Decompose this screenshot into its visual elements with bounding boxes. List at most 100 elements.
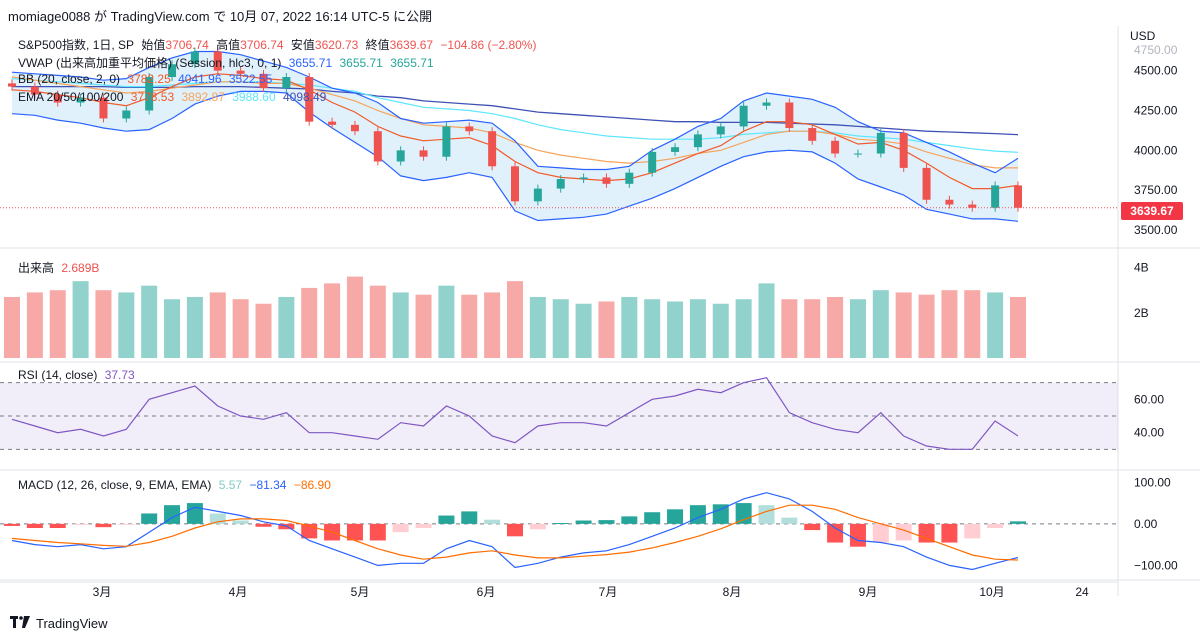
macd-histogram-bar	[529, 523, 546, 530]
candle-body	[922, 167, 931, 200]
macd-signal-value: −86.90	[293, 478, 331, 492]
candle-body	[282, 77, 291, 89]
macd-histogram-bar	[735, 503, 752, 524]
bb-upper-line	[11, 50, 1019, 174]
candle-body	[213, 51, 222, 71]
macd-histogram-bar	[964, 523, 981, 539]
time-tick-label: 3月	[93, 585, 112, 599]
price-tick-label: 4250.00	[1134, 103, 1178, 117]
volume-bar	[552, 299, 569, 358]
volume-bar	[964, 290, 981, 358]
macd-histogram-bar	[186, 503, 203, 524]
candle-body	[76, 97, 85, 103]
bollinger-band-fill	[12, 51, 1018, 222]
time-tick-label: 4月	[229, 585, 248, 599]
volume-bar	[301, 287, 318, 358]
candle-body	[419, 150, 428, 157]
candle-body	[991, 185, 1000, 208]
macd-legend[interactable]: MACD (12, 26, close, 9, EMA, EMA) 5.57 −…	[18, 478, 335, 492]
candle-body	[853, 153, 862, 155]
price-tick-partial: 4750.00	[1134, 43, 1178, 57]
volume-bar	[1010, 296, 1026, 358]
candle-body	[373, 131, 382, 162]
time-tick-label: 6月	[477, 585, 496, 599]
ema20-line	[11, 73, 1019, 190]
volume-bar	[895, 292, 912, 358]
macd-histogram-bar	[575, 520, 592, 524]
main-legend: S&P500指数, 1日, SP 始值3706.74 高值3706.74 安值3…	[18, 36, 540, 53]
volume-bar	[712, 303, 729, 358]
candle-body	[625, 172, 634, 184]
volume-bar	[758, 283, 775, 358]
macd-histogram-bar	[781, 517, 798, 524]
candle-body	[328, 121, 337, 125]
macd-histogram-bar	[689, 505, 706, 524]
volume-bar	[621, 296, 638, 358]
candle-body	[488, 131, 497, 167]
publish-header: momiage0088 が TradingView.com で 10月 07, …	[8, 9, 433, 24]
macd-histogram-bar	[392, 523, 409, 533]
macd-histogram-bar	[918, 523, 935, 543]
close-label: 終值	[365, 38, 390, 52]
macd-histogram-bar	[209, 513, 226, 524]
candle-body	[442, 126, 451, 157]
volume-bar	[941, 290, 958, 358]
macd-histogram-bar	[72, 523, 89, 525]
candle-body	[8, 83, 16, 87]
candle-body	[579, 177, 588, 180]
macd-histogram-bar	[346, 523, 363, 541]
low-value: 3620.73	[314, 38, 359, 52]
volume-bar	[72, 281, 89, 358]
macd-histogram-bar	[507, 523, 523, 537]
volume-bar	[987, 292, 1004, 358]
volume-bar	[369, 285, 386, 358]
candle-body	[236, 70, 245, 74]
macd-histogram-bar	[758, 505, 775, 524]
candle-body	[693, 134, 702, 148]
bb-lower-value: 3522.55	[228, 72, 273, 86]
rsi-legend[interactable]: RSI (14, close) 37.73	[18, 368, 139, 382]
volume-legend[interactable]: 出来高 2.689B	[18, 259, 103, 276]
macd-histogram-bar	[598, 520, 615, 524]
volume-bar	[392, 292, 409, 358]
bb-upper-value: 4041.96	[178, 72, 222, 86]
symbol-name[interactable]: S&P500指数, 1日, SP	[18, 38, 135, 52]
time-tick-label: 9月	[859, 585, 878, 599]
volume-bar	[186, 296, 203, 358]
macd-histogram-bar	[141, 513, 158, 524]
candle-body	[465, 126, 474, 132]
ema-legend[interactable]: EMA 20/50/100/200 3778.53 3892.87 3988.6…	[18, 90, 330, 104]
macd-histogram-bar	[26, 523, 43, 528]
macd-histogram-bar	[827, 523, 844, 543]
price-tick-label: 3750.00	[1134, 183, 1178, 197]
volume-bar	[781, 299, 798, 358]
vwap-value-3: 3655.71	[390, 56, 434, 70]
volume-bar	[415, 294, 432, 358]
rsi-name: RSI (14, close)	[18, 368, 98, 382]
macd-hist-value: 5.57	[218, 478, 243, 492]
volume-bar	[118, 292, 135, 358]
vwap-legend[interactable]: VWAP (出来高加重平均価格) (Session, hlc3, 0, 1) 3…	[18, 54, 438, 71]
candle-body	[145, 77, 154, 111]
volume-bar	[26, 292, 43, 358]
time-tick-label: 5月	[351, 585, 370, 599]
bb-basis-value: 3782.25	[127, 72, 171, 86]
candle-body	[876, 132, 885, 154]
macd-histogram-bar	[255, 523, 272, 527]
volume-bar	[598, 301, 615, 358]
volume-bar	[689, 299, 706, 358]
candle-body	[350, 124, 359, 132]
candle-body	[533, 188, 542, 202]
change-value: −104.86 (−2.80%)	[440, 38, 537, 52]
candle-body	[648, 151, 657, 173]
bb-legend[interactable]: BB (20, close, 2, 0) 3782.25 4041.96 352…	[18, 72, 276, 86]
candle-body	[831, 140, 840, 154]
macd-histogram-bar	[895, 523, 912, 541]
ema200-value: 4098.49	[282, 90, 327, 104]
volume-bar	[667, 301, 684, 358]
volume-name: 出来高	[18, 261, 55, 275]
macd-histogram-bar	[118, 523, 135, 525]
rsi-line	[11, 377, 1019, 450]
low-label: 安值	[290, 38, 315, 52]
